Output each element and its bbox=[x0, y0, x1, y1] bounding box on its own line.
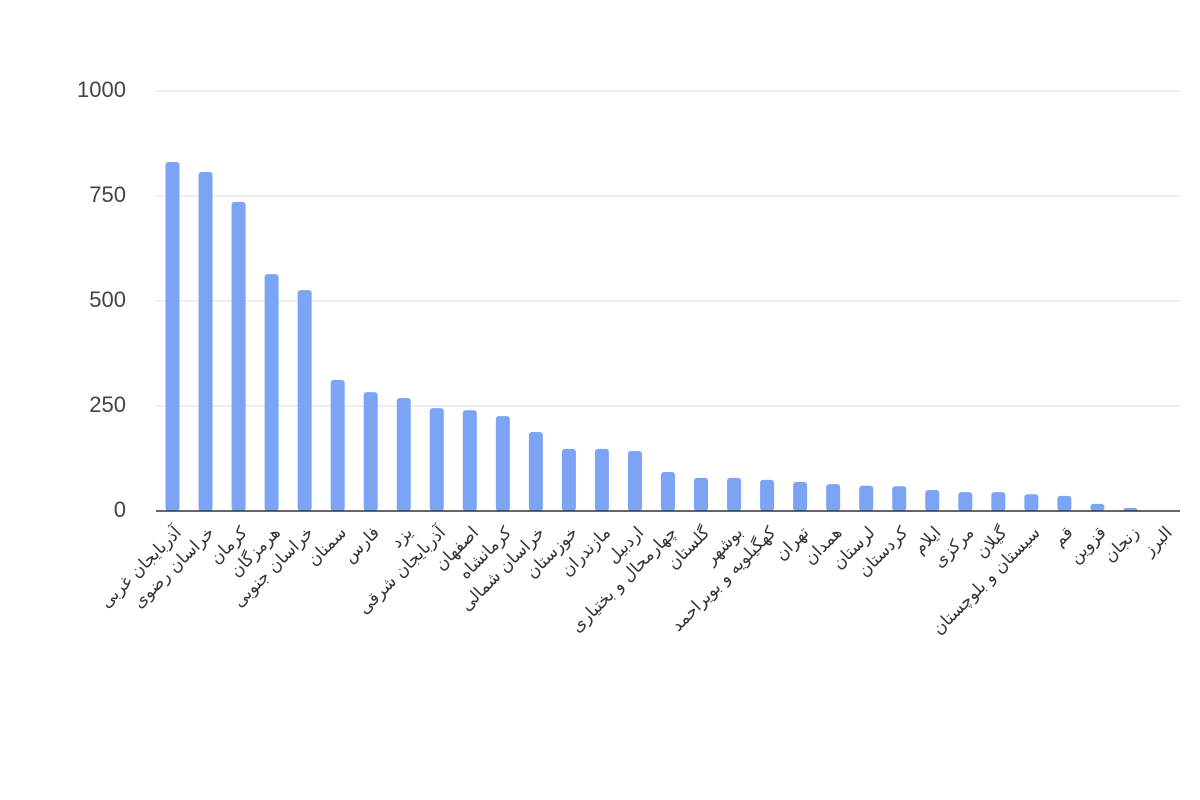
y-tick-label: 250 bbox=[89, 392, 126, 417]
bar bbox=[661, 471, 675, 511]
bar bbox=[793, 482, 808, 511]
bar bbox=[760, 479, 775, 511]
bar bbox=[1057, 495, 1072, 511]
bar bbox=[892, 486, 907, 511]
bar bbox=[264, 274, 279, 511]
bar bbox=[1090, 503, 1105, 511]
x-tick-label: البرز bbox=[1139, 523, 1177, 561]
x-tick-label: فارس bbox=[340, 523, 384, 567]
bar bbox=[694, 477, 709, 511]
bar bbox=[363, 392, 378, 511]
y-tick-label: 750 bbox=[89, 182, 126, 207]
bar bbox=[429, 408, 444, 511]
bar bbox=[991, 492, 1006, 511]
bar bbox=[1024, 494, 1039, 511]
bar bbox=[330, 379, 345, 511]
bar bbox=[826, 484, 841, 511]
bar bbox=[958, 492, 973, 511]
bar bbox=[561, 448, 576, 511]
bar bbox=[396, 398, 411, 511]
bar bbox=[627, 450, 642, 511]
y-tick-label: 1000 bbox=[77, 77, 126, 102]
x-tick-label: زنجان bbox=[1100, 523, 1144, 567]
bar bbox=[594, 448, 609, 511]
bar bbox=[727, 477, 742, 511]
bar bbox=[198, 172, 213, 511]
bar bbox=[495, 416, 510, 511]
bar bbox=[462, 410, 477, 511]
y-tick-label: 500 bbox=[89, 287, 126, 312]
bar bbox=[925, 490, 940, 511]
x-tick-label: قزوین bbox=[1066, 523, 1111, 568]
y-tick-label: 0 bbox=[114, 497, 126, 522]
bar bbox=[231, 201, 246, 511]
bar bbox=[859, 485, 874, 511]
bar bbox=[528, 432, 543, 511]
bar bbox=[165, 161, 180, 512]
bar bbox=[297, 290, 312, 511]
